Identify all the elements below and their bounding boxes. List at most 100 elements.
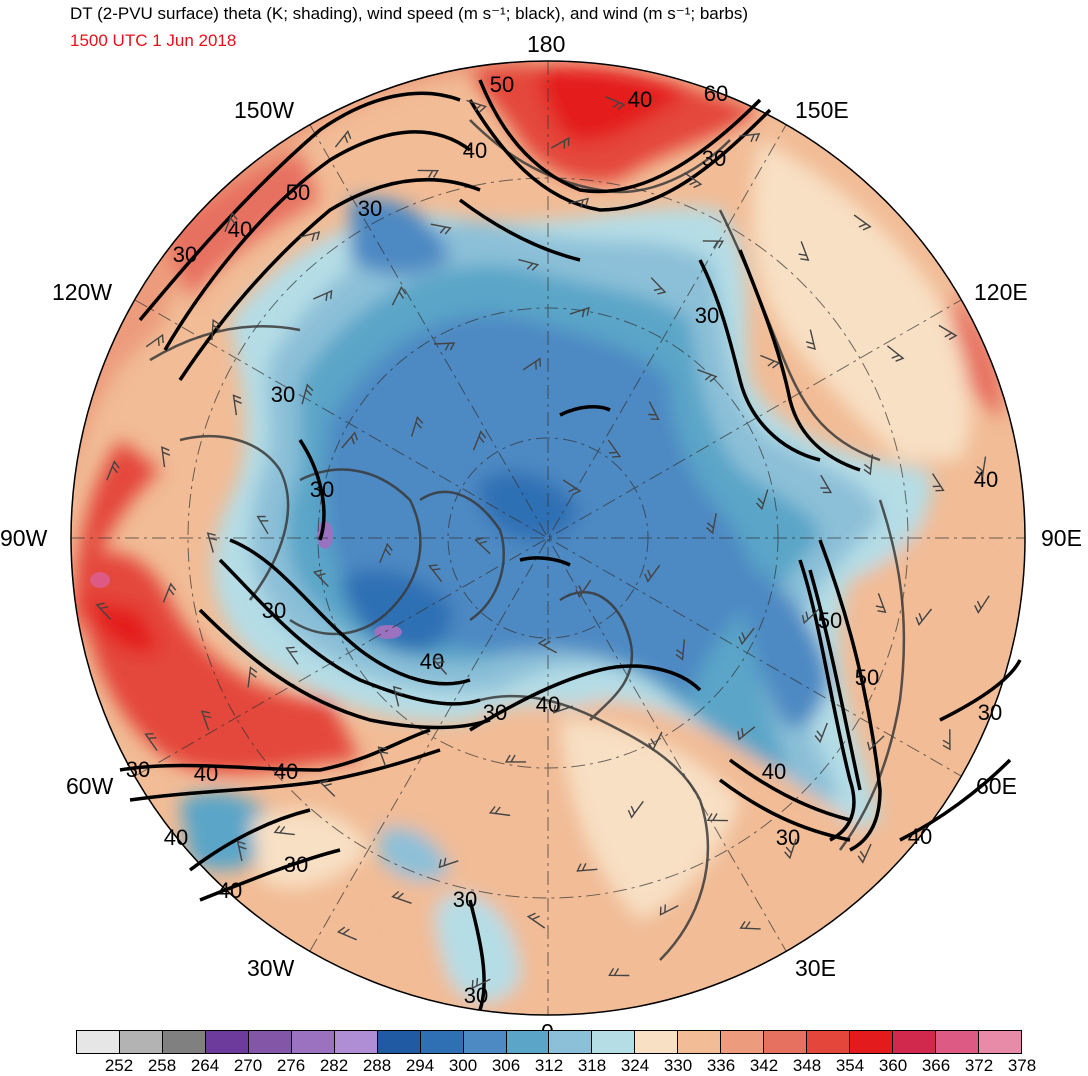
lon-label-60e: 60E (976, 773, 1017, 799)
contour-label: 30 (173, 242, 197, 267)
wind-barb (942, 729, 951, 751)
contour-label: 30 (453, 887, 477, 912)
contour-label: 40 (218, 878, 242, 903)
colorbar-swatch (807, 1031, 851, 1053)
colorbar-tick-label: 342 (749, 1056, 779, 1075)
contour-label: 50 (818, 608, 842, 633)
colorbar-tick-label: 264 (190, 1056, 220, 1075)
colorbar-swatch (119, 1031, 163, 1053)
wind-barb (379, 542, 393, 564)
wind-barb (537, 638, 558, 654)
wind-barb (644, 564, 661, 583)
colorbar-tick-label: 282 (319, 1056, 349, 1075)
contour-label: 40 (974, 467, 998, 492)
wind-barb (863, 454, 874, 476)
colorbar-tick-label: 348 (792, 1056, 822, 1075)
wind-barb (820, 474, 833, 494)
wind-barb (392, 685, 403, 707)
lon-label-30w: 30W (247, 955, 295, 981)
lon-label-90w: 90W (0, 525, 48, 551)
colorbar-swatch (764, 1031, 808, 1053)
wind-barb (200, 710, 212, 731)
lon-label-150w: 150W (234, 97, 295, 123)
wind-barb (552, 703, 574, 714)
wind-barb (472, 430, 487, 451)
contour-label: 30 (271, 382, 295, 407)
wind-barb (798, 241, 810, 261)
wind-barb (867, 735, 885, 752)
contour-label: 30 (702, 146, 726, 171)
wind-barb (659, 904, 679, 916)
contour-label: 40 (628, 87, 652, 112)
wind-barb (575, 579, 592, 599)
wind-barb (975, 456, 987, 478)
colorbar-swatch (377, 1031, 421, 1053)
wind-barb (684, 172, 703, 189)
wind-barb (410, 416, 424, 437)
wind-barb (675, 639, 686, 661)
lon-label-60w: 60W (66, 773, 114, 799)
wind-barb (605, 96, 626, 110)
contour-label: 40 (274, 759, 298, 784)
contour-label: 40 (463, 138, 487, 163)
colorbar-swatch (463, 1031, 507, 1053)
wind-barb (313, 289, 333, 301)
colorbar-tick-label: 300 (448, 1056, 478, 1075)
colorbar-swatch (936, 1031, 980, 1053)
lon-label-30e: 30E (795, 955, 836, 981)
contour-label: 30 (483, 700, 507, 725)
wind-barb (145, 333, 164, 348)
wind-barb (391, 285, 407, 306)
wind-barb (466, 99, 487, 113)
wind-barb (417, 169, 439, 178)
colorbar-swatch (592, 1031, 636, 1053)
colorbar-swatch (635, 1031, 679, 1053)
wind-barb (932, 473, 945, 492)
wind-barb (232, 394, 242, 416)
colorbar-swatch (721, 1031, 765, 1053)
colorbar-tick-label: 366 (921, 1056, 951, 1075)
wind-barb (391, 890, 412, 904)
colorbar-tick-label: 252 (104, 1056, 134, 1075)
colorbar-tick-label: 288 (362, 1056, 392, 1075)
colorbar-tick-label: 324 (620, 1056, 650, 1075)
contour-label: 40 (194, 761, 218, 786)
colorbar-swatch (205, 1031, 249, 1053)
lon-label-120w: 120W (52, 279, 113, 305)
wind-barb (273, 825, 295, 836)
map-border (70, 60, 1026, 1016)
contour-label: 30 (284, 852, 308, 877)
wind-barb (299, 231, 321, 242)
colorbar (76, 1030, 1022, 1054)
colorbar-swatch (979, 1031, 1021, 1053)
colorbar-swatch (291, 1031, 335, 1053)
wind-barb (161, 446, 171, 468)
wind-barb (162, 582, 177, 603)
colorbar-tick-label: 378 (1007, 1056, 1037, 1075)
wind-barb (875, 593, 887, 613)
wind-barb (206, 532, 218, 553)
wind-barb (431, 657, 448, 675)
colorbar-swatch (850, 1031, 894, 1053)
wind-barb (95, 602, 112, 620)
contour-label: 30 (358, 196, 382, 221)
colorbar-tick-label: 294 (405, 1056, 435, 1075)
wind-barb (211, 318, 221, 341)
colorbar-swatch (678, 1031, 722, 1053)
wind-barb (857, 843, 872, 864)
colorbar-tick-label: 306 (491, 1056, 521, 1075)
contour-label: 40 (536, 692, 560, 717)
wind-barb (755, 489, 769, 511)
contour-label: 30 (262, 598, 286, 623)
contour-label: 30 (776, 825, 800, 850)
wind-barb (434, 342, 456, 351)
wind-barb (336, 926, 357, 941)
wind-barb (504, 754, 527, 763)
wind-barb (814, 722, 828, 744)
contour-label: 60 (704, 81, 728, 106)
lon-label-120e: 120E (974, 279, 1028, 305)
colorbar-swatch (248, 1031, 292, 1053)
wind-barb (702, 240, 725, 249)
wind-barb (438, 857, 459, 869)
wind-barb (430, 223, 452, 235)
